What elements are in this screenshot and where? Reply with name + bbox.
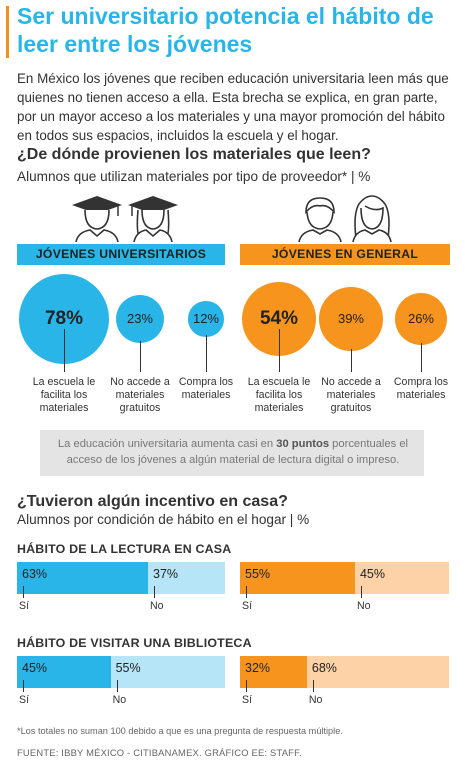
bar-tick-biblioteca-universitarios-no (116, 680, 118, 692)
bubble-label-universitarios-2: No accede a materiales gratuitos (110, 376, 170, 414)
bar-value-biblioteca-universitarios-no: 55% (115, 661, 141, 675)
bar-tick-biblioteca-universitarios-si (23, 680, 24, 692)
bar-tick-lectura-universitarios-si (23, 586, 24, 598)
bar-biblioteca-universitarios-no: 55% (110, 656, 225, 688)
young-female-icon (352, 195, 392, 243)
bar-label-biblioteca-general-si: Sí (242, 694, 253, 706)
bar-value-biblioteca-general-no: 68% (311, 661, 337, 675)
bubble-connector-general-1 (279, 329, 280, 372)
bar-label-lectura-general-si: Sí (242, 600, 253, 612)
bubble-connector-universitarios-3 (206, 334, 207, 372)
bar-lectura-general-si: 55% (240, 562, 355, 594)
bar-label-biblioteca-universitarios-si: Sí (19, 694, 30, 706)
bubble-label-universitarios-1: La escuela le facilita los materiales (32, 376, 96, 414)
banner-general: JÓVENES EN GENERAL (240, 244, 450, 265)
bubble-label-general-2: No accede a materiales gratuitos (321, 376, 381, 414)
note-text-part1: La educación universitaria aumenta casi … (57, 438, 277, 450)
bubble-connector-universitarios-1 (64, 329, 65, 372)
bar-section-title-lectura: HÁBITO DE LA LECTURA EN CASA (17, 542, 232, 556)
note-text: La educación universitaria aumenta casi … (48, 436, 418, 468)
bubble-connector-general-2 (351, 348, 352, 372)
bar-lectura-universitarios-no: 37% (148, 562, 225, 594)
bubble-label-universitarios-3: Compra los materiales (178, 376, 234, 401)
bar-value-lectura-general-no: 45% (359, 567, 385, 581)
bar-value-lectura-general-si: 55% (245, 567, 271, 581)
bar-tick-lectura-general-si (246, 586, 247, 598)
section2-subtitle: Alumnos por condición de hábito en el ho… (17, 512, 310, 527)
section2-question: ¿Tuvieron algún incentivo en casa? (17, 493, 288, 510)
bubble-value-universitarios-3: 12% (192, 311, 219, 327)
bubble-value-universitarios-2: 23% (126, 311, 153, 327)
bubble-universitarios-1: 78% (19, 274, 109, 364)
note-box (40, 430, 424, 476)
section1-question: ¿De dónde provienen los materiales que l… (17, 146, 371, 163)
bar-label-biblioteca-universitarios-no: No (112, 694, 127, 706)
bubble-label-general-1: La escuela le facilita los materiales (247, 376, 311, 414)
bar-value-biblioteca-general-si: 32% (245, 661, 271, 675)
young-male-icon (298, 197, 342, 243)
intro-paragraph: En México los jóvenes que reciben educac… (17, 71, 449, 143)
section1-subtitle: Alumnos que utilizan materiales por tipo… (17, 169, 371, 184)
graduate-female-icon (128, 196, 178, 243)
bar-tick-biblioteca-general-si (246, 680, 247, 692)
bar-tick-lectura-universitarios-no (154, 586, 156, 598)
bubble-connector-universitarios-2 (140, 341, 141, 372)
title-accent-bar (6, 6, 9, 58)
bar-value-lectura-universitarios-si: 63% (22, 567, 48, 581)
bar-label-lectura-universitarios-no: No (150, 600, 164, 612)
bar-lectura-general-no: 45% (354, 562, 449, 594)
graduate-male-icon (72, 196, 122, 243)
bar-tick-biblioteca-general-no (312, 680, 314, 692)
page-title: Ser universitario potencia el hábito de … (17, 3, 434, 57)
source-credit: FUENTE: IBBY MÉXICO - CITIBANAMEX. GRÁFI… (17, 747, 302, 758)
bubble-universitarios-3: 12% (188, 301, 224, 337)
bar-label-biblioteca-general-no: No (308, 694, 323, 706)
bubble-value-universitarios-1: 78% (44, 308, 84, 329)
bar-biblioteca-universitarios-si: 45% (17, 656, 111, 688)
bar-section-title-biblioteca: HÁBITO DE VISITAR UNA BIBLIOTECA (17, 636, 252, 650)
bubble-connector-general-3 (421, 342, 422, 372)
bar-value-lectura-universitarios-no: 37% (153, 567, 179, 581)
bar-biblioteca-general-no: 68% (306, 656, 449, 688)
note-text-part2: porcentuales el acceso de los jóvenes a … (66, 438, 409, 466)
bar-lectura-universitarios-si: 63% (17, 562, 149, 594)
bar-biblioteca-general-si: 32% (240, 656, 307, 688)
banner-universitarios: JÓVENES UNIVERSITARIOS (17, 244, 225, 265)
bubble-general-1: 54% (241, 281, 317, 357)
bubble-general-2: 39% (319, 287, 383, 351)
note-text-bold: 30 puntos (276, 438, 330, 450)
bar-value-biblioteca-universitarios-si: 45% (22, 661, 48, 675)
bubble-value-general-3: 26% (407, 311, 434, 327)
bubble-label-general-3: Compra los materiales (393, 376, 449, 401)
bubble-value-general-1: 54% (259, 307, 298, 329)
bar-label-lectura-general-no: No (356, 600, 371, 612)
bubble-universitarios-2: 23% (115, 294, 165, 344)
bubble-value-general-2: 39% (337, 311, 364, 327)
bar-label-lectura-universitarios-si: Sí (19, 600, 30, 612)
footnote: *Los totales no suman 100 debido a que e… (17, 726, 343, 736)
bubble-general-3: 26% (395, 293, 447, 345)
bar-tick-lectura-general-no (360, 586, 362, 598)
